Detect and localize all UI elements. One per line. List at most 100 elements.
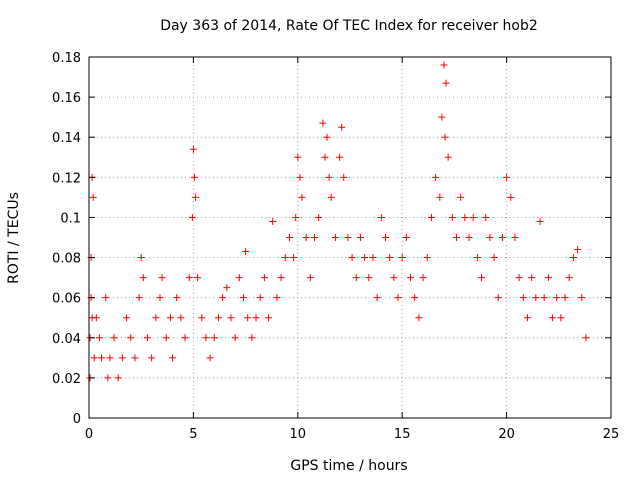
data-point — [321, 153, 329, 161]
data-point — [327, 193, 335, 201]
data-point — [469, 213, 477, 221]
data-point — [227, 314, 235, 322]
data-point — [582, 334, 590, 342]
data-point — [95, 334, 103, 342]
y-tick-label: 0.18 — [52, 51, 81, 66]
data-point — [511, 234, 519, 241]
y-tick-label: 0.16 — [52, 91, 81, 106]
data-point — [240, 294, 248, 302]
data-point — [440, 61, 448, 69]
data-point — [169, 354, 177, 362]
data-point — [432, 173, 440, 181]
data-point — [292, 213, 300, 221]
data-point — [210, 334, 218, 342]
data-point — [344, 234, 352, 241]
data-point — [166, 314, 174, 322]
data-point — [457, 193, 465, 201]
data-point — [92, 314, 100, 322]
data-point — [158, 274, 166, 282]
data-point — [148, 354, 156, 362]
data-point — [181, 334, 189, 342]
data-point — [202, 334, 210, 342]
data-point — [553, 294, 561, 302]
data-point — [407, 274, 415, 282]
data-point — [206, 354, 214, 362]
data-point — [123, 314, 131, 322]
data-point — [311, 234, 319, 241]
data-point — [137, 254, 145, 262]
data-point — [442, 79, 450, 87]
data-point — [544, 274, 552, 282]
data-point — [244, 314, 252, 322]
data-point — [185, 274, 193, 282]
data-point — [265, 314, 273, 322]
data-point — [423, 254, 431, 262]
data-point — [315, 213, 323, 221]
data-point — [143, 334, 151, 342]
x-tick-label: 15 — [394, 427, 411, 442]
data-point — [498, 234, 506, 241]
data-point — [191, 193, 199, 201]
data-point — [441, 133, 449, 141]
data-marks — [86, 61, 590, 382]
x-tick-label: 10 — [290, 427, 307, 442]
data-point — [444, 153, 452, 161]
y-tick-label: 0 — [73, 412, 81, 427]
data-point — [448, 213, 456, 221]
axes: 0 0.02 0.04 0.06 0.08 0.1 0.12 0.14 0.16 0.18 0 5 10… — [52, 51, 619, 442]
data-point — [89, 193, 97, 201]
data-point — [162, 334, 170, 342]
data-point — [557, 314, 565, 322]
data-point — [532, 294, 540, 302]
data-point — [338, 123, 346, 131]
data-point — [269, 217, 277, 225]
data-point — [296, 173, 304, 181]
y-axis-label: ROTI / TECUs — [6, 192, 22, 284]
y-tick-label: 0.08 — [52, 252, 81, 267]
data-point — [361, 254, 369, 262]
data-point — [252, 314, 260, 322]
data-point — [515, 274, 523, 282]
data-point — [173, 294, 181, 302]
y-tick-label: 0.02 — [52, 372, 81, 387]
data-point — [373, 294, 381, 302]
x-tick-label: 0 — [85, 427, 93, 442]
x-tick-label: 20 — [498, 427, 515, 442]
data-point — [189, 145, 197, 153]
data-point — [214, 314, 222, 322]
data-point — [415, 314, 423, 322]
data-point — [419, 274, 427, 282]
data-point — [390, 274, 398, 282]
data-point — [352, 274, 360, 282]
data-point — [465, 234, 473, 241]
data-point — [198, 314, 206, 322]
data-point — [478, 274, 486, 282]
data-point — [106, 354, 114, 362]
data-point — [131, 354, 139, 362]
data-point — [242, 248, 250, 256]
data-point — [231, 334, 239, 342]
data-point — [102, 294, 110, 302]
data-point — [340, 173, 348, 181]
y-tick-label: 0.06 — [52, 292, 81, 307]
data-point — [118, 354, 126, 362]
data-point — [331, 234, 339, 241]
data-point — [411, 294, 419, 302]
data-point — [139, 274, 147, 282]
data-point — [104, 374, 112, 382]
data-point — [190, 173, 198, 181]
chart-title: Day 363 of 2014, Rate Of TEC Index for r… — [160, 18, 538, 34]
data-point — [569, 254, 577, 262]
data-point — [549, 314, 557, 322]
y-tick-label: 0.1 — [60, 211, 81, 226]
data-point — [219, 294, 227, 302]
plot-frame — [88, 56, 612, 419]
data-point — [114, 374, 122, 382]
data-point — [461, 213, 469, 221]
y-tick-label: 0.04 — [52, 332, 81, 347]
data-point — [290, 254, 298, 262]
x-tick-label: 5 — [189, 427, 197, 442]
data-point — [285, 234, 293, 241]
data-point — [473, 254, 481, 262]
